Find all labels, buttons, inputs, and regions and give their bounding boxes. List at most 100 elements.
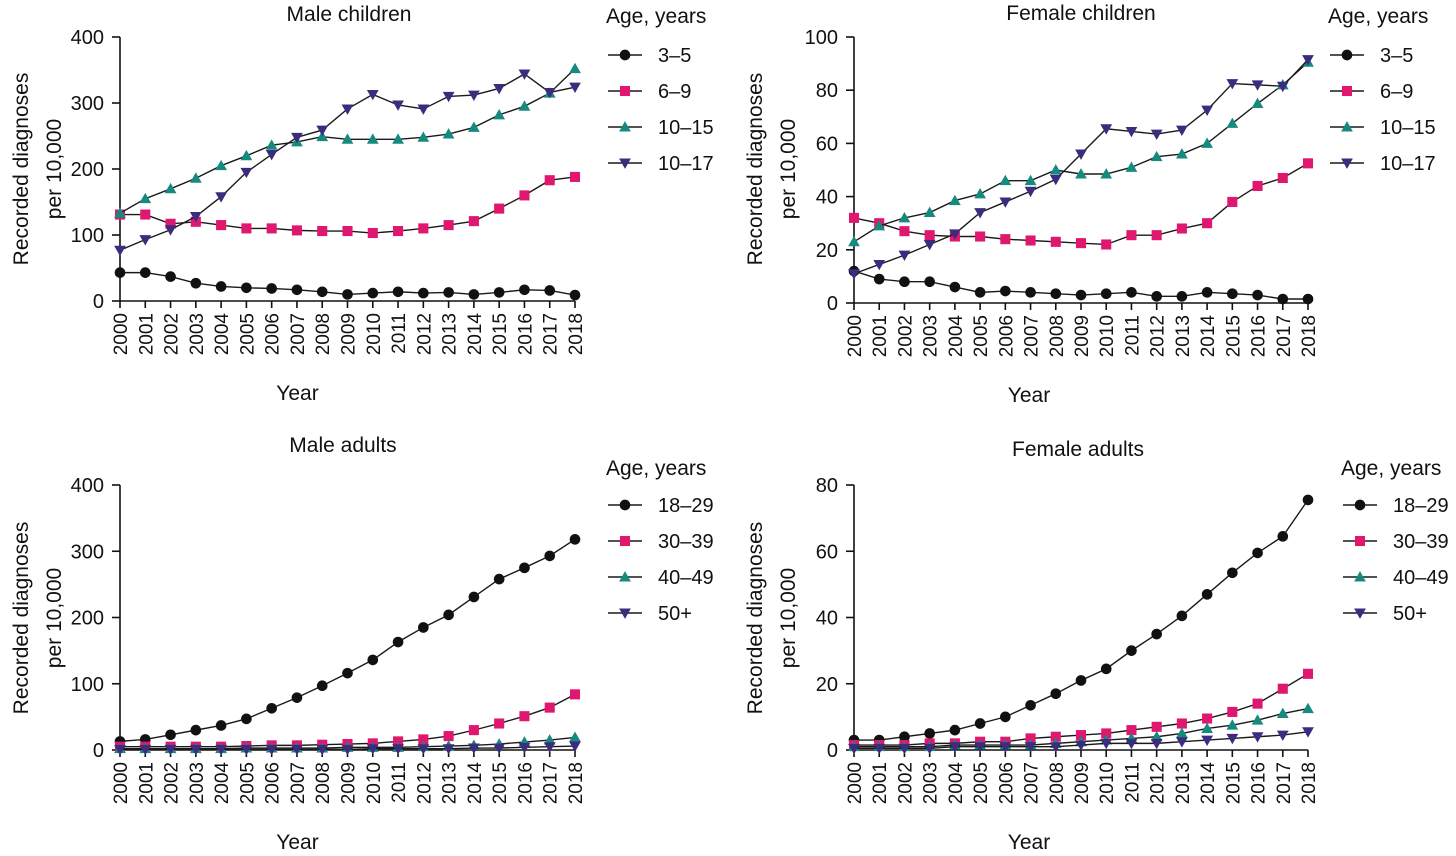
data-point xyxy=(316,125,329,136)
data-point xyxy=(1227,567,1238,579)
data-point xyxy=(493,109,506,120)
data-point xyxy=(1125,161,1138,172)
legend-item: 50+ xyxy=(1343,603,1427,625)
data-point xyxy=(1000,711,1011,723)
x-tick-label: 2016 xyxy=(515,762,536,804)
data-point xyxy=(999,742,1012,753)
x-tick-label: 2009 xyxy=(339,313,360,355)
legend-item: 6–9 xyxy=(1330,81,1413,103)
y-axis-label: per 10,000 xyxy=(43,568,66,668)
data-point xyxy=(165,218,176,229)
y-tick-label: 200 xyxy=(71,608,104,630)
data-point xyxy=(569,171,581,182)
data-point xyxy=(1202,713,1213,724)
chart-panel-3: Male adults 0 100 200 300 400 2000 2001 2002 2003… xyxy=(10,434,714,854)
data-point xyxy=(848,743,860,755)
legend-item: 10–17 xyxy=(608,153,714,175)
x-tick-label: 2014 xyxy=(465,313,486,356)
data-point xyxy=(949,281,961,293)
x-tick-label: 2003 xyxy=(921,315,942,357)
data-point xyxy=(341,744,354,756)
data-point xyxy=(139,235,152,246)
data-point xyxy=(215,281,227,292)
x-tick-label: 2013 xyxy=(1173,762,1194,804)
data-point xyxy=(493,84,506,95)
legend-marker xyxy=(619,49,631,61)
data-point xyxy=(494,718,505,729)
x-tick-label: 2000 xyxy=(845,762,866,804)
legend-marker xyxy=(619,608,631,619)
x-tick-label: 2000 xyxy=(111,313,132,355)
series-line xyxy=(120,693,576,748)
data-point xyxy=(544,702,555,713)
legend-marker xyxy=(619,571,631,582)
legend-item: 30–39 xyxy=(608,531,714,553)
data-point xyxy=(1176,125,1188,136)
data-point xyxy=(190,724,202,736)
data-point xyxy=(949,724,961,736)
data-point xyxy=(165,729,176,741)
y-axis-label: Recorded diagnoses xyxy=(744,522,767,715)
x-tick-label: 2012 xyxy=(1148,315,1169,357)
legend-label: 3–5 xyxy=(658,45,691,67)
data-point xyxy=(1176,148,1188,159)
x-tick-label: 2012 xyxy=(1148,762,1169,804)
data-point xyxy=(1126,230,1137,241)
x-tick-label: 2004 xyxy=(212,313,233,356)
data-point xyxy=(189,744,202,756)
series-triangle-down xyxy=(114,741,581,756)
data-point xyxy=(367,287,379,299)
legend-title: Age, years xyxy=(606,457,706,480)
y-tick-label: 200 xyxy=(71,159,104,181)
data-point xyxy=(1302,494,1314,506)
data-point xyxy=(164,744,177,756)
data-point xyxy=(1251,97,1264,108)
data-point xyxy=(442,91,455,103)
legend-item: 3–5 xyxy=(1330,45,1413,67)
data-point xyxy=(139,744,152,756)
y-tick-label: 40 xyxy=(816,608,838,630)
data-point xyxy=(974,208,986,219)
data-point xyxy=(392,744,404,755)
data-point xyxy=(215,159,227,171)
y-tick-label: 60 xyxy=(816,133,838,155)
data-point xyxy=(518,69,531,80)
x-tick-label: 2014 xyxy=(1198,762,1219,805)
legend-label: 10–15 xyxy=(1380,117,1436,139)
data-point xyxy=(1050,236,1061,247)
data-point xyxy=(1302,293,1314,305)
data-point xyxy=(1025,699,1036,711)
data-point xyxy=(1302,668,1314,679)
x-tick-label: 2011 xyxy=(1122,315,1143,356)
data-point xyxy=(1302,55,1314,66)
data-point xyxy=(418,622,429,633)
data-point xyxy=(215,192,227,203)
x-tick-label: 2004 xyxy=(946,762,967,805)
x-tick-label: 2015 xyxy=(490,313,511,355)
data-point xyxy=(342,226,353,237)
data-point xyxy=(1202,218,1213,229)
y-tick-label: 0 xyxy=(827,293,838,315)
x-tick-label: 2010 xyxy=(1097,762,1118,804)
data-point xyxy=(923,206,936,218)
x-tick-label: 2005 xyxy=(971,762,992,804)
y-tick-label: 0 xyxy=(93,291,104,313)
data-point xyxy=(1176,727,1188,738)
data-point xyxy=(974,287,986,298)
data-point xyxy=(1201,735,1213,746)
x-tick-label: 2012 xyxy=(414,313,435,355)
x-tick-label: 2007 xyxy=(1022,315,1043,357)
data-point xyxy=(1226,79,1239,90)
x-tick-label: 2018 xyxy=(566,313,587,355)
data-point xyxy=(1251,714,1264,725)
y-axis-label: Recorded diagnoses xyxy=(10,73,33,266)
series-triangle-up xyxy=(114,62,581,218)
data-point xyxy=(468,725,479,736)
x-tick-label: 2000 xyxy=(845,315,866,357)
data-point xyxy=(1101,239,1112,250)
x-tick-label: 2003 xyxy=(921,762,942,804)
data-point xyxy=(1050,731,1061,742)
data-point xyxy=(1075,289,1087,301)
x-tick-label: 2009 xyxy=(1072,762,1093,804)
data-point xyxy=(443,287,454,298)
